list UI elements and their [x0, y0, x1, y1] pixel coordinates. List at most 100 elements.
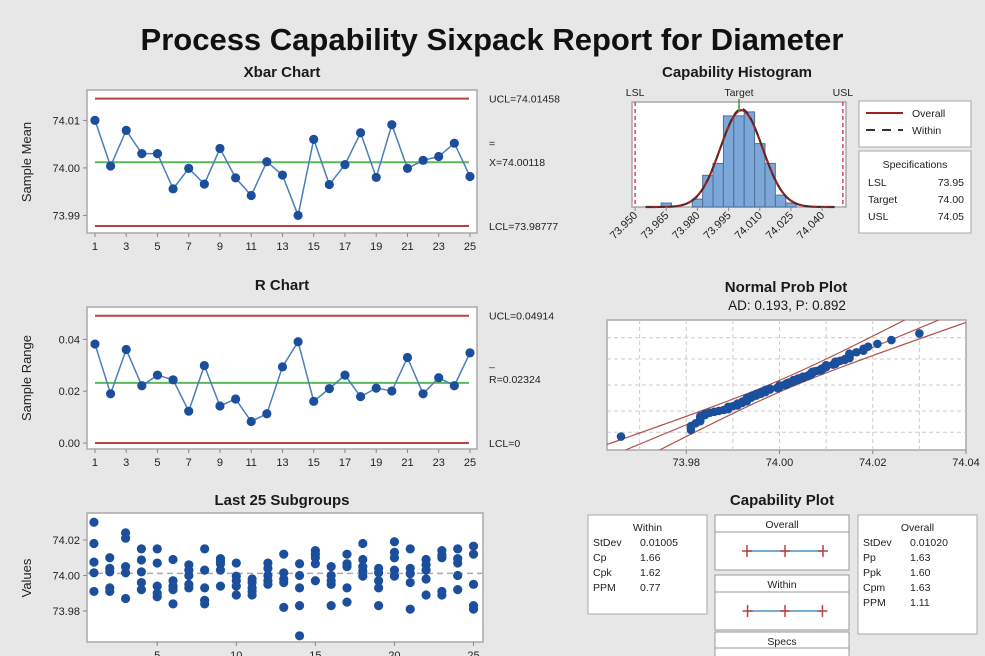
r-ytick-label: 0.04	[59, 334, 80, 346]
capplot-panel-specs	[714, 647, 850, 656]
xbar-point	[387, 120, 397, 130]
prob-point	[845, 349, 854, 358]
within-stats-value: 0.01005	[640, 537, 678, 549]
prob-point	[852, 347, 861, 357]
xbar-center-mark: =	[489, 138, 495, 150]
spec-value: 73.95	[938, 177, 964, 189]
last25-point	[89, 538, 99, 549]
prob-xtick-label: 74.04	[952, 457, 980, 469]
r-point	[215, 401, 225, 411]
prob-xtick-label: 74.00	[766, 457, 794, 469]
last25-xtick-label: 20	[388, 650, 400, 656]
last25-ylabel: Values	[19, 558, 34, 597]
last25-point	[168, 554, 178, 565]
histogram-xtick-label: 74.010	[733, 210, 765, 242]
last25-point	[263, 563, 273, 573]
last25-point	[279, 602, 289, 612]
last25-point	[263, 579, 273, 589]
last25-point	[294, 559, 305, 569]
xbar-point	[199, 179, 209, 189]
xbar-point	[246, 190, 256, 201]
legend-label-within: Within	[912, 125, 941, 137]
histogram-usl-label: USL	[833, 87, 854, 99]
within-stats-value: 0.77	[640, 582, 661, 594]
xbar-point	[90, 115, 100, 126]
xbar-xtick-label: 9	[217, 241, 223, 253]
r-ytick-label: 0.02	[59, 386, 80, 398]
overall-stats-value: 1.11	[910, 597, 930, 609]
xbar-point	[121, 125, 131, 135]
last25-point	[294, 601, 305, 611]
r-point	[262, 409, 272, 419]
r-ytick-label: 0.00	[59, 438, 80, 450]
xbar-lcl-label: LCL=73.98777	[489, 221, 558, 233]
last25-point	[453, 544, 463, 554]
r-xtick-label: 5	[154, 457, 160, 469]
xbar-xtick-label: 7	[186, 241, 192, 253]
r-point	[277, 362, 288, 372]
last25-point	[136, 544, 147, 554]
within-stats-title: Within	[633, 522, 662, 534]
last25-xtick-label: 25	[467, 650, 479, 656]
last25-point	[389, 571, 400, 581]
last25-point	[374, 601, 384, 611]
last25-point	[152, 544, 162, 554]
xbar-point	[230, 173, 241, 183]
prob-plot-title: Normal Prob Plot	[725, 279, 848, 296]
last25-point	[184, 570, 194, 581]
r-xtick-label: 25	[464, 457, 476, 469]
r-point	[168, 375, 178, 385]
within-stats-value: 1.66	[640, 552, 661, 564]
last25-point	[374, 576, 384, 586]
xbar-point	[215, 143, 225, 154]
xbar-point	[434, 151, 444, 162]
last25-point	[200, 544, 210, 554]
capplot-header-label: Within	[767, 579, 796, 591]
histogram-curve-overall	[645, 109, 835, 209]
last25-ytick-label: 74.00	[52, 570, 80, 582]
histogram-xtick-label: 73.995	[701, 210, 733, 242]
capplot-header-label: Specs	[767, 636, 796, 648]
overall-stats-label: Cpm	[863, 582, 885, 594]
r-point	[121, 344, 131, 355]
r-point	[309, 396, 319, 406]
r-xtick-label: 3	[123, 457, 129, 469]
histogram-xtick-label: 73.980	[670, 210, 702, 242]
xbar-chart-title: Xbar Chart	[244, 64, 321, 81]
xbar-point	[465, 171, 475, 182]
last25-point	[374, 568, 384, 578]
last25-point	[342, 583, 352, 593]
overall-stats-label: PPM	[863, 597, 886, 609]
last25-point	[421, 574, 431, 584]
prob-point	[863, 342, 873, 351]
r-point	[324, 384, 334, 394]
last25-xtick-label: 10	[230, 650, 242, 656]
capability-plot-title: Capability Plot	[730, 492, 834, 509]
last25-point	[120, 593, 131, 604]
xbar-xtick-label: 13	[276, 241, 288, 253]
r-xtick-label: 17	[339, 457, 351, 469]
xbar-point	[402, 163, 413, 173]
xbar-xtick-label: 23	[433, 241, 445, 253]
prob-point	[915, 329, 924, 338]
r-point	[105, 389, 116, 399]
xbar-xtick-label: 11	[246, 241, 257, 253]
last25-point	[342, 561, 352, 572]
last25-point	[231, 581, 241, 591]
xbar-point	[324, 179, 334, 190]
overall-stats: Overall StDev 0.01020 Pp 1.63 Ppk 1.60 Cpm 1.63 P…	[857, 514, 978, 635]
last25-point	[105, 553, 115, 563]
xbar-ylabel: Sample Mean	[19, 122, 34, 202]
r-ucl-label: UCL=0.04914	[489, 311, 554, 323]
histogram-bar	[733, 115, 745, 208]
overall-stats-label: Pp	[863, 552, 876, 564]
legend-label-overall: Overall	[912, 108, 945, 120]
last25-point	[294, 631, 305, 641]
spec-label: USL	[868, 211, 889, 223]
last25-point	[152, 558, 162, 568]
last25-point	[358, 554, 368, 565]
report-title: Process Capability Sixpack Report for Di…	[141, 22, 844, 57]
xbar-point	[309, 134, 319, 145]
r-point	[402, 352, 413, 363]
histogram-bar	[722, 115, 735, 208]
